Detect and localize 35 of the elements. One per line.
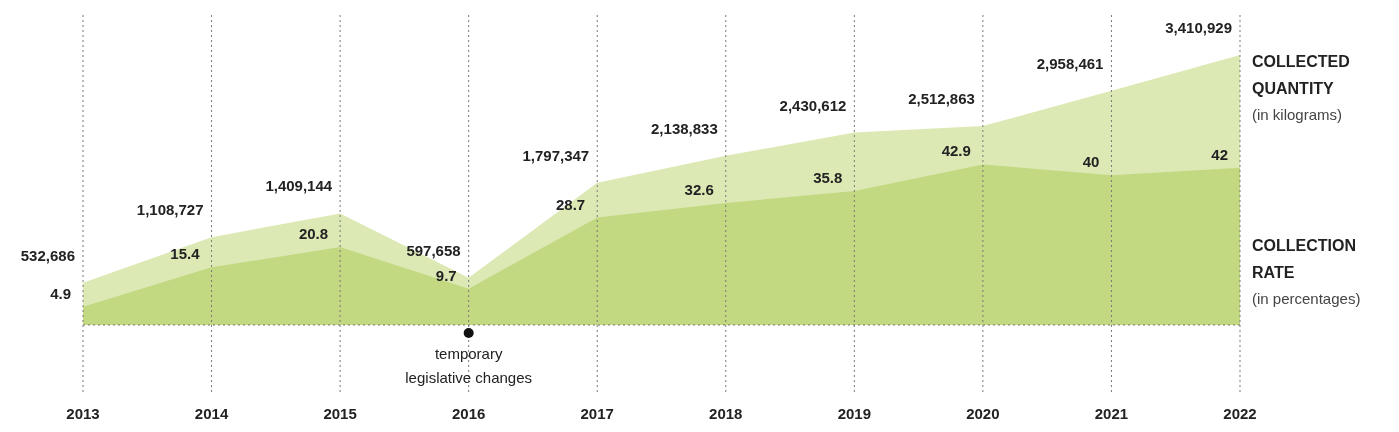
data-label: 40 [1082, 153, 1100, 171]
data-label: 4.9 [50, 284, 71, 302]
x-tick-label: 2014 [194, 405, 229, 422]
data-label: 9.7 [435, 266, 457, 284]
data-label: 3,410,929 [1165, 18, 1232, 36]
data-label: 15.4 [170, 245, 201, 263]
x-tick-label: 2020 [966, 405, 1000, 422]
x-tick-label: 2021 [1094, 405, 1129, 422]
data-label: 2,958,461 [1036, 54, 1104, 72]
x-tick-label: 2022 [1223, 405, 1257, 422]
data-label: 1,108,727 [136, 201, 204, 219]
y2-axis-title: (in percentages) [1252, 290, 1361, 307]
data-label: 42 [1211, 145, 1228, 163]
series-label: COLLECTION RATE [1252, 237, 1356, 281]
x-tick-label: 2018 [709, 405, 743, 422]
annotation: temporary legislative changes [405, 345, 533, 386]
x-tick-label: 2013 [66, 405, 100, 422]
data-label: 42.9 [941, 142, 971, 160]
x-tick-label: 2019 [837, 405, 872, 422]
data-label: 28.7 [556, 195, 586, 213]
data-label: 32.6 [684, 180, 714, 198]
series-label: COLLECTED QUANTITY [1252, 52, 1350, 97]
data-label: 597,658 [406, 241, 461, 259]
x-tick-label: 2016 [451, 405, 486, 422]
x-tick-label: 2015 [323, 405, 357, 422]
data-label: 2,138,833 [651, 119, 718, 137]
data-label: 20.8 [298, 225, 329, 243]
y-axis-title: (in kilograms) [1252, 105, 1343, 123]
data-label: 1,797,347 [522, 146, 590, 164]
data-label: 35.8 [813, 168, 843, 186]
data-label: 2,512,863 [908, 90, 975, 108]
x-tick-label: 2017 [580, 405, 614, 422]
data-label: 1,409,144 [265, 177, 333, 195]
data-label: 2,430,612 [779, 96, 847, 114]
data-label: 532,686 [20, 246, 75, 264]
